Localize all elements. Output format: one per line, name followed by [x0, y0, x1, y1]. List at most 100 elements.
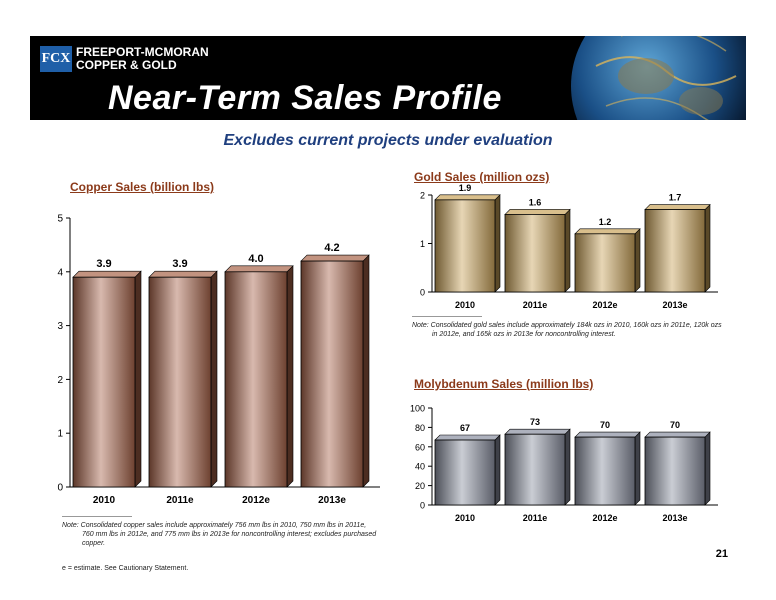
copper-y-tick-label: 0 — [57, 483, 63, 494]
moly-bar — [574, 436, 636, 506]
gold-bar-top — [574, 228, 641, 235]
copper-bar-top — [300, 254, 370, 262]
gold-bar — [434, 199, 496, 293]
copper-chart-title: Copper Sales (billion lbs) — [70, 180, 215, 194]
copper-bar — [300, 260, 364, 488]
copper-note: Note: Consolidated copper sales include … — [62, 521, 376, 548]
gold-data-label: 1.2 — [599, 217, 612, 227]
moly-y-tick-label: 40 — [415, 462, 425, 472]
logo-mark: FCX — [40, 46, 72, 72]
copper-y-tick-label: 3 — [57, 321, 63, 332]
copper-bar — [224, 271, 288, 488]
gold-note-rule — [412, 316, 482, 317]
copper-note-line-3: copper. — [82, 540, 106, 547]
footer-note: e = estimate. See Cautionary Statement. — [62, 565, 189, 572]
moly-data-label: 73 — [530, 417, 540, 427]
moly-y-tick-label: 60 — [415, 442, 425, 452]
gold-bar-top — [504, 209, 571, 215]
header-banner: FCX FREEPORT-MCMORAN COPPER & GOLD Near-… — [30, 36, 746, 120]
logo-line-2: COPPER & GOLD — [76, 58, 177, 72]
copper-y-tick-label: 5 — [57, 214, 63, 225]
copper-note-line-1: Note: Consolidated copper sales include … — [62, 522, 367, 529]
moly-category-label: 2013e — [662, 513, 687, 523]
gold-bar-side — [564, 208, 571, 293]
moly-y-tick-label: 80 — [415, 423, 425, 433]
moly-bar-top — [504, 428, 571, 435]
gold-category-label: 2012e — [592, 300, 617, 310]
moly-data-label: 67 — [460, 423, 470, 433]
copper-data-label: 4.2 — [324, 242, 339, 254]
gold-bar-top — [644, 204, 711, 210]
copper-data-label: 3.9 — [96, 258, 111, 270]
gold-category-label: 2010 — [455, 300, 475, 310]
copper-data-label: 3.9 — [172, 258, 187, 270]
globe-icon — [571, 36, 746, 120]
moly-y-tick-label: 20 — [415, 481, 425, 491]
page-title: Near-Term Sales Profile — [108, 79, 502, 117]
gold-chart-title: Gold Sales (million ozs) — [414, 170, 550, 184]
gold-note-line-1: Note: Consolidated gold sales include ap… — [412, 322, 722, 329]
gold-bar-side — [704, 203, 711, 293]
copper-y-tick-label: 4 — [57, 267, 63, 278]
moly-bar-top — [644, 431, 711, 438]
copper-bar — [72, 276, 136, 488]
gold-data-label: 1.6 — [529, 197, 542, 207]
gold-bar — [574, 233, 636, 293]
copper-bar-top — [72, 270, 142, 278]
moly-chart-plot: 0 20 40 60 80 100 67 2010 73 2011e 70 2012e 70 2013e — [410, 404, 718, 523]
copper-bar-side — [134, 270, 142, 488]
moly-bar-top — [434, 434, 501, 441]
moly-chart-title: Molybdenum Sales (million lbs) — [414, 377, 594, 391]
copper-bar — [148, 276, 212, 488]
copper-chart-plot: 0 1 2 3 4 5 3.9 2010 3.9 2011e 4.0 2012e 4.2 2013e — [57, 214, 380, 506]
moly-category-label: 2012e — [592, 513, 617, 523]
copper-category-label: 2011e — [166, 495, 194, 506]
gold-bar-side — [494, 194, 501, 293]
page-subtitle: Excludes current projects under evaluati… — [223, 132, 553, 149]
gold-data-label: 1.9 — [459, 183, 472, 193]
moly-category-label: 2011e — [523, 513, 548, 523]
moly-bar — [504, 433, 566, 506]
gold-category-label: 2013e — [662, 300, 687, 310]
copper-bar-side — [286, 265, 294, 488]
copper-category-label: 2012e — [242, 495, 270, 506]
moly-y-tick-label: 100 — [410, 404, 425, 414]
moly-data-label: 70 — [600, 420, 610, 430]
company-logo: FCX FREEPORT-MCMORAN COPPER & GOLD — [40, 46, 209, 72]
gold-note: Note: Consolidated gold sales include ap… — [412, 321, 722, 339]
copper-note-line-2: 760 mm lbs in 2012e, and 775 mm lbs in 2… — [82, 531, 377, 538]
gold-note-line-2: in 2012e, and 165k ozs in 2013e for nonc… — [432, 331, 616, 338]
copper-bar-side — [210, 270, 218, 488]
moly-bar — [434, 439, 496, 506]
copper-bar-top — [148, 270, 218, 278]
copper-bar-side — [362, 254, 370, 488]
gold-bar-top — [434, 194, 501, 201]
copper-bar-top — [224, 265, 294, 273]
gold-chart-plot: 0 1 2 1.9 2010 1.6 2011e 1.2 2012e 1.7 2013e — [420, 183, 718, 310]
moly-bar-side — [704, 431, 711, 506]
moly-bar — [644, 436, 706, 506]
moly-bar-side — [494, 434, 501, 506]
gold-y-tick-label: 1 — [420, 239, 425, 249]
copper-category-label: 2010 — [93, 495, 116, 506]
copper-data-label: 4.0 — [248, 253, 263, 265]
copper-category-label: 2013e — [318, 495, 346, 506]
gold-bar-side — [634, 228, 641, 293]
moly-bar-side — [634, 431, 641, 506]
moly-category-label: 2010 — [455, 513, 475, 523]
copper-y-tick-label: 2 — [57, 375, 63, 386]
gold-category-label: 2011e — [523, 300, 548, 310]
gold-y-tick-label: 0 — [420, 288, 425, 298]
logo-line-1: FREEPORT-MCMORAN — [76, 45, 209, 59]
moly-y-tick-label: 0 — [420, 501, 425, 511]
gold-data-label: 1.7 — [669, 193, 682, 203]
gold-bar — [504, 213, 566, 293]
moly-bar-side — [564, 428, 571, 506]
copper-note-rule — [62, 516, 132, 517]
gold-y-tick-label: 2 — [420, 191, 425, 201]
moly-data-label: 70 — [670, 420, 680, 430]
page-number: 21 — [715, 548, 728, 560]
gold-bar — [644, 209, 706, 293]
copper-y-tick-label: 1 — [57, 429, 63, 440]
moly-bar-top — [574, 431, 641, 438]
